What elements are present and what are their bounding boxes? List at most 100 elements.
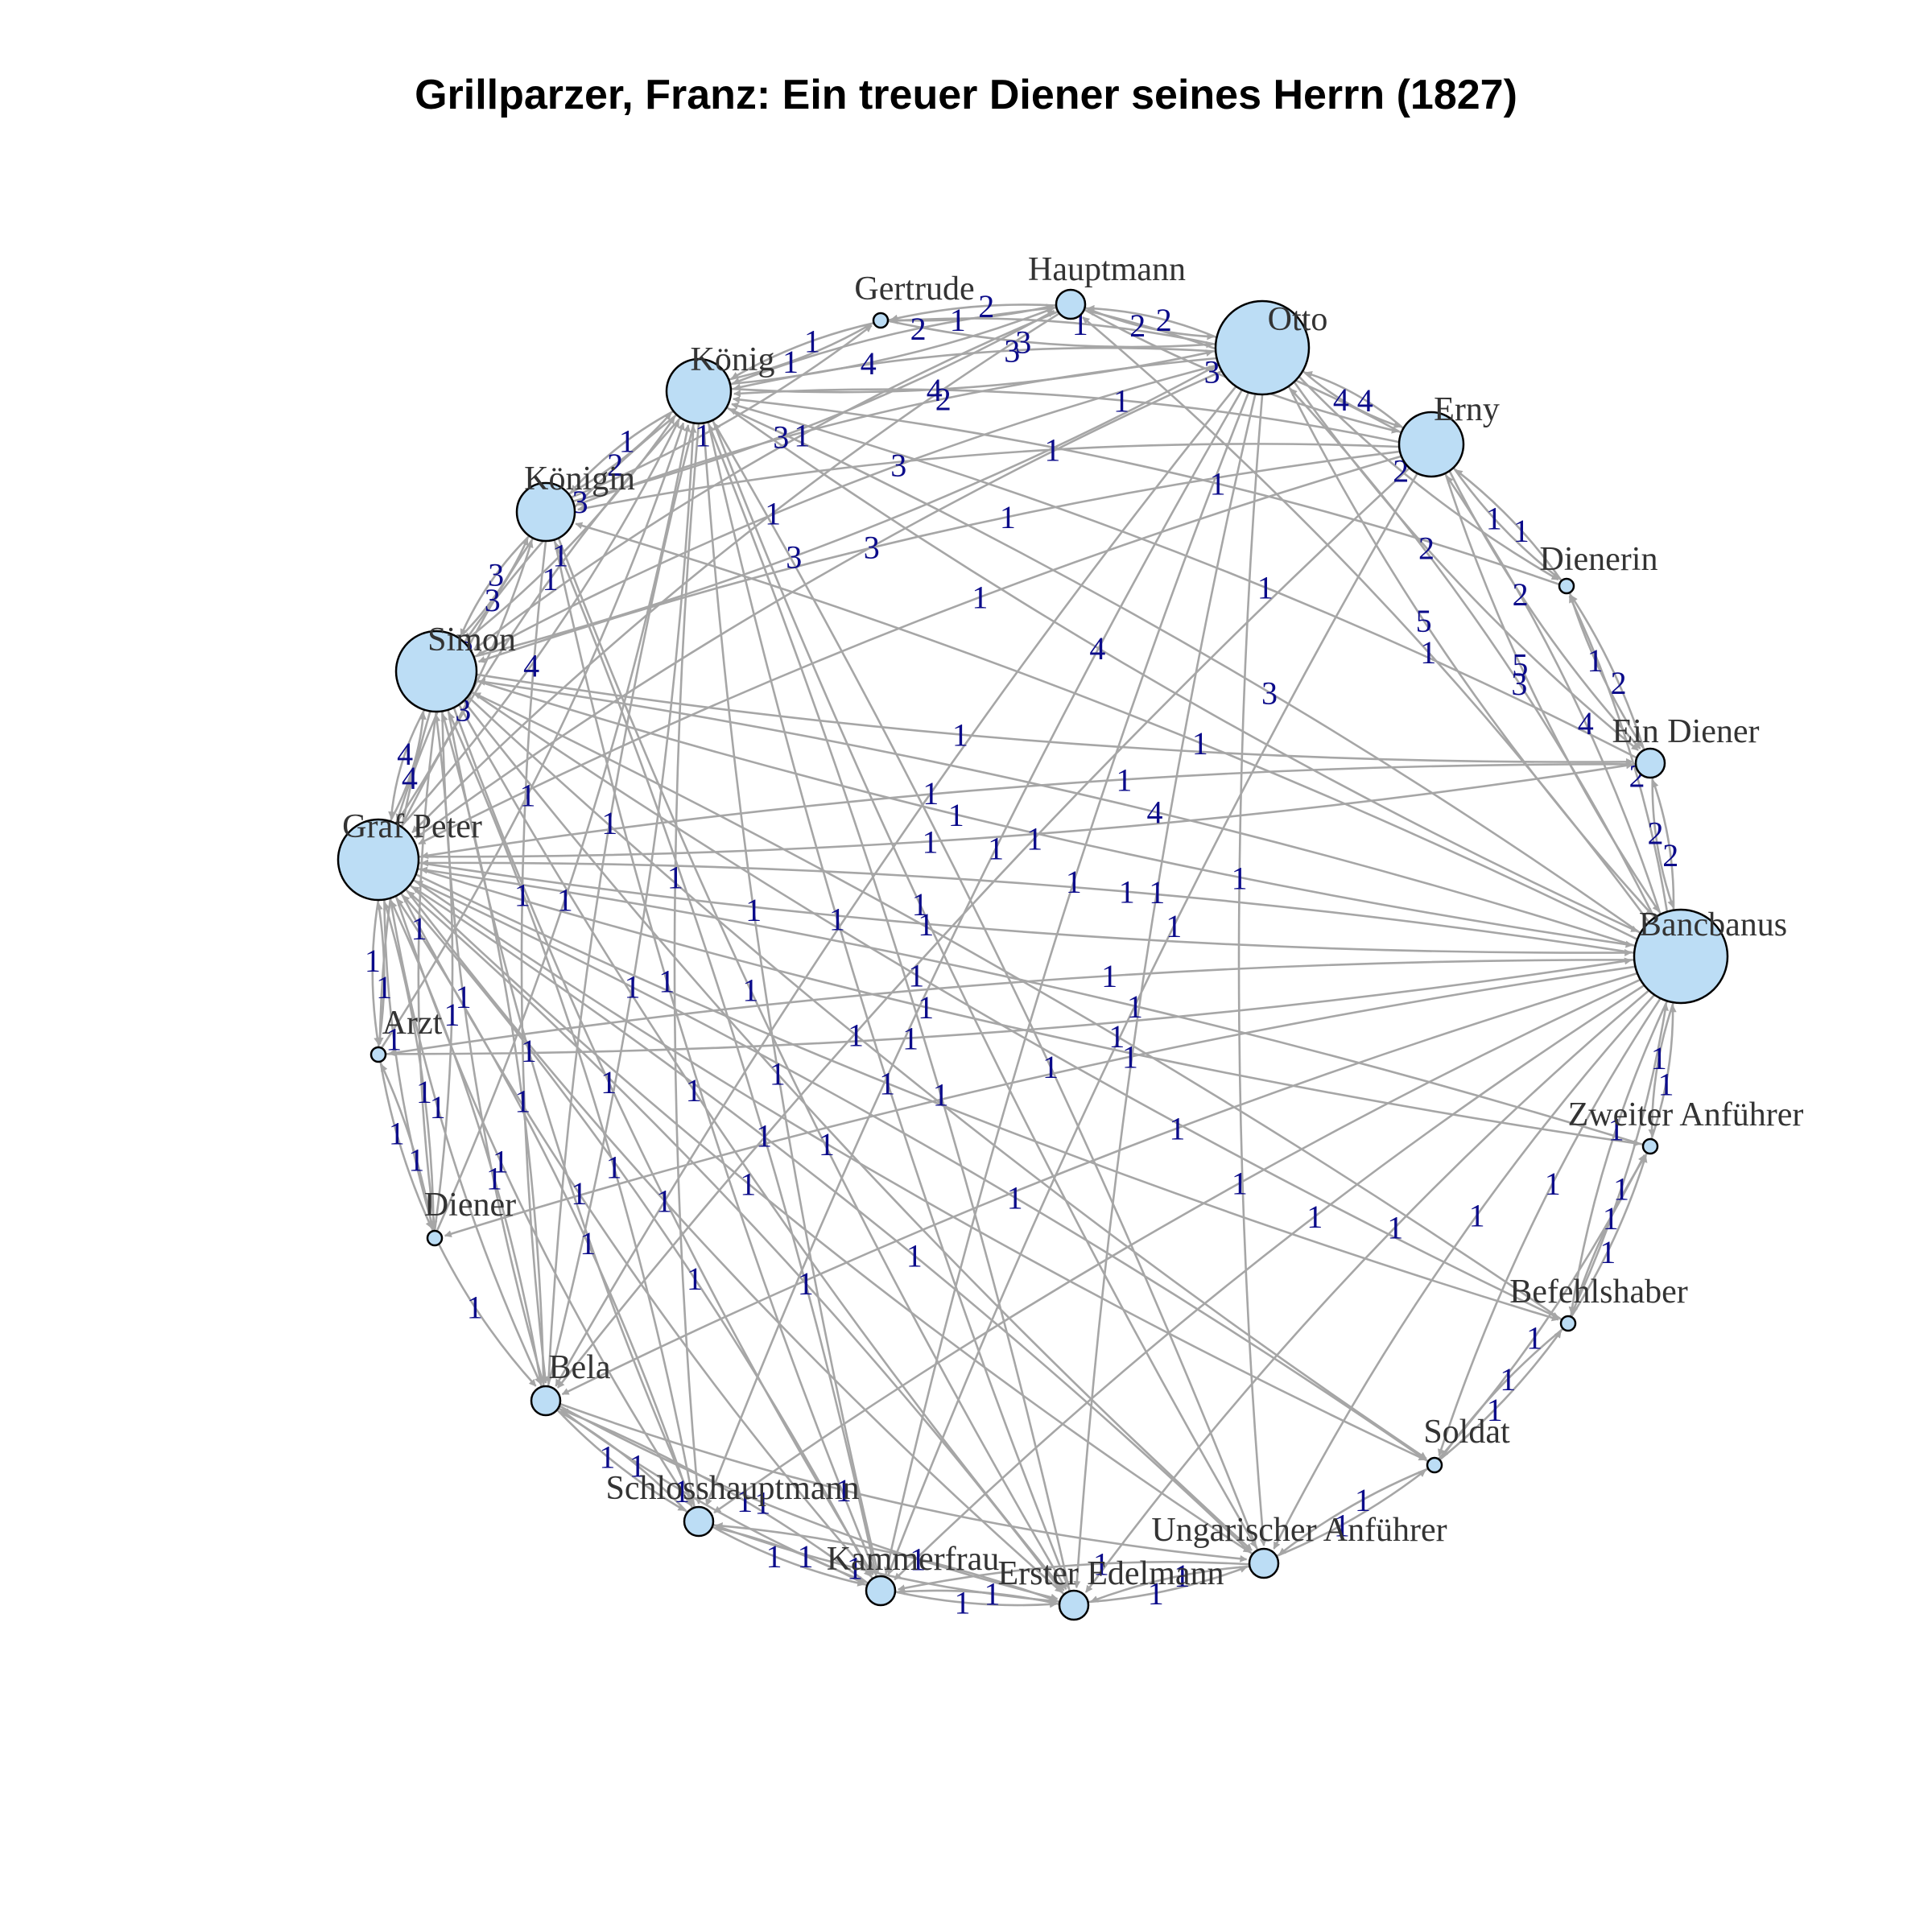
edge-simon-to-diener — [417, 711, 438, 1228]
edge-otto-to-dienerin — [1298, 375, 1559, 581]
edge-label-erster_edelmann-to-schlosshauptmann: 1 — [910, 1541, 926, 1577]
edge-simon-to-bancbanus — [475, 679, 1633, 948]
edge-label-erny-to-kammerfrau: 1 — [1166, 908, 1182, 944]
edge-label-ein_diener-to-koenig: 1 — [1257, 570, 1274, 606]
edge-diener-to-simon — [433, 714, 454, 1232]
edge-label-bela-to-kammerfrau: 1 — [674, 1473, 690, 1509]
edge-koenig-to-ungarischer_anfuehrer — [712, 419, 1257, 1548]
edge-bancbanus-to-ungarischer_anfuehrer — [1273, 993, 1656, 1550]
edge-koenig-to-gertrude — [729, 323, 872, 381]
edge-label-arzt-to-bancbanus: 1 — [902, 1021, 919, 1057]
edge-label-hauptmann-to-simon: 1 — [794, 417, 810, 453]
edge-koenigin-to-kammerfrau — [553, 539, 877, 1575]
edge-otto-to-hauptmann — [1087, 304, 1217, 339]
edge-bancbanus-to-erster_edelmann — [1084, 989, 1650, 1593]
edge-diener-to-arzt — [380, 1063, 434, 1232]
edge-label-arzt-to-graf_peter: 1 — [376, 969, 392, 1005]
edge-erny-to-bancbanus — [1444, 473, 1660, 913]
edge-simon-to-soldat — [467, 696, 1427, 1459]
node-label-erster_edelmann: Erster Edelmann — [997, 1555, 1224, 1592]
edge-label-soldat-to-graf_peter: 1 — [1007, 1180, 1023, 1216]
edge-simon-to-erster_edelmann — [458, 704, 1065, 1591]
edge-label-soldat-to-ungarischer_anfuehrer: 1 — [1355, 1482, 1371, 1518]
edge-label-simon-to-schlosshauptmann: 1 — [521, 1033, 537, 1069]
edge-otto-to-ein_diener — [1293, 381, 1639, 751]
edge-label-koenigin-to-kammerfrau: 1 — [658, 964, 675, 1000]
node-label-ein_diener: Ein Diener — [1612, 713, 1759, 750]
node-label-otto: Otto — [1268, 301, 1328, 338]
edge-label-bela-to-simon: 1 — [514, 1084, 530, 1120]
edge-label-bancbanus-to-bela: 1 — [1169, 1111, 1185, 1147]
edge-label-diener-to-arzt: 1 — [408, 1141, 424, 1178]
edge-label-koenig-to-ungarischer_anfuehrer: 1 — [912, 886, 928, 923]
edge-kammerfrau-to-erster_edelmann — [894, 1591, 1057, 1608]
edge-graf_peter-to-simon — [389, 712, 427, 822]
edge-simon-to-befehlshaber — [470, 690, 1560, 1319]
edge-dienerin-to-koenig — [733, 395, 1560, 586]
edge-ein_diener-to-graf_peter — [420, 763, 1637, 860]
edge-label-erny-to-otto: 4 — [1357, 382, 1373, 419]
edge-label-ein_diener-to-dienerin: 2 — [1611, 665, 1627, 701]
edge-label-erny-to-dienerin: 1 — [1486, 501, 1502, 537]
edge-koenigin-to-gertrude — [570, 324, 873, 499]
edge-erster_edelmann-to-schlosshauptmann — [715, 1522, 1060, 1604]
edge-label-simon-to-ein_diener: 1 — [952, 717, 968, 753]
edge-simon-to-otto — [473, 365, 1217, 658]
edge-label-hauptmann-to-erny: 3 — [1204, 353, 1220, 390]
edge-erny-to-otto — [1304, 371, 1405, 430]
edge-label-koenig-to-kammerfrau: 1 — [745, 892, 762, 928]
edge-label-bancbanus-to-erster_edelmann: 1 — [1387, 1209, 1403, 1245]
edge-graf_peter-to-ungarischer_anfuehrer — [409, 884, 1251, 1554]
edge-graf_peter-to-soldat — [412, 878, 1426, 1461]
edge-label-simon-to-soldat: 1 — [848, 1018, 864, 1054]
node-koenigin — [515, 481, 576, 543]
edge-diener-to-koenig — [436, 424, 691, 1232]
edge-label-simon-to-erster_edelmann: 1 — [686, 1072, 702, 1108]
node-label-graf_peter: Graf Peter — [342, 808, 482, 845]
node-label-soldat: Soldat — [1423, 1414, 1510, 1451]
edge-bancbanus-to-diener — [444, 965, 1636, 1237]
edge-schlosshauptmann-to-simon — [448, 712, 696, 1509]
edge-label-erster_edelmann-to-kammerfrau: 1 — [985, 1575, 1001, 1612]
edge-label-graf_peter-to-bancbanus: 1 — [918, 906, 934, 943]
edges-layer — [371, 303, 1677, 1608]
edge-label-bela-to-schlosshauptmann: 1 — [599, 1439, 615, 1475]
node-label-befehlshaber: Befehlshaber — [1509, 1274, 1688, 1311]
node-simon — [394, 630, 478, 713]
edge-label-schlosshauptmann-to-simon: 1 — [606, 1150, 622, 1186]
edge-label-bancbanus-to-koenig: 3 — [1261, 675, 1278, 711]
edge-label-hauptmann-to-graf_peter: 1 — [765, 495, 781, 531]
edge-graf_peter-to-zweiter_anfuehrer — [417, 867, 1641, 1147]
edge-koenig-to-kammerfrau — [702, 423, 881, 1575]
edge-label-otto-to-bela: 1 — [923, 775, 939, 811]
node-label-arzt: Arzt — [382, 1005, 443, 1042]
edge-label-befehlshaber-to-bancbanus: 1 — [1613, 1171, 1629, 1208]
edge-soldat-to-graf_peter — [415, 880, 1429, 1463]
edge-bancbanus-to-kammerfrau — [894, 984, 1645, 1581]
edge-label-erster_edelmann-to-koenig: 1 — [933, 1077, 949, 1113]
edge-bancbanus-to-zweiter_anfuehrer — [1648, 1001, 1675, 1137]
figure-title: Grillparzer, Franz: Ein treuer Diener se… — [415, 72, 1517, 118]
node-label-gertrude: Gertrude — [854, 270, 974, 308]
edge-label-bancbanus-to-arzt: 1 — [1101, 958, 1117, 994]
edge-label-kammerfrau-to-bela: 1 — [737, 1483, 753, 1519]
edge-koenigin-to-simon — [460, 535, 530, 637]
edge-label-hauptmann-to-gertrude: 2 — [978, 288, 994, 324]
edge-label-gertrude-to-hauptmann: 1 — [950, 302, 966, 338]
edge-ein_diener-to-koenig — [731, 402, 1637, 759]
edge-label-otto-to-koenigin: 2 — [935, 381, 952, 417]
edge-label-graf_peter-to-befehlshaber: 1 — [879, 1066, 895, 1102]
edge-label-graf_peter-to-koenig: 4 — [523, 648, 539, 684]
node-label-hauptmann: Hauptmann — [1028, 251, 1186, 288]
node-label-dienerin: Dienerin — [1540, 541, 1658, 578]
edge-label-koenig-to-hauptmann: 4 — [861, 345, 877, 382]
edge-label-koenig-to-gertrude: 1 — [782, 344, 799, 380]
edge-koenig-to-schlosshauptmann — [673, 423, 702, 1505]
node-otto — [1214, 299, 1311, 396]
edge-label-bancbanus-to-ein_diener: 2 — [1662, 837, 1678, 873]
edge-label-otto-to-schlosshauptmann: 1 — [988, 831, 1004, 867]
edge-zweiter_anfuehrer-to-bancbanus — [1650, 1005, 1677, 1140]
edge-label-otto-to-graf_peter: 3 — [864, 529, 880, 565]
edge-label-schlosshauptmann-to-bela: 1 — [630, 1448, 646, 1484]
edge-label-dienerin-to-erny: 1 — [1513, 513, 1530, 549]
